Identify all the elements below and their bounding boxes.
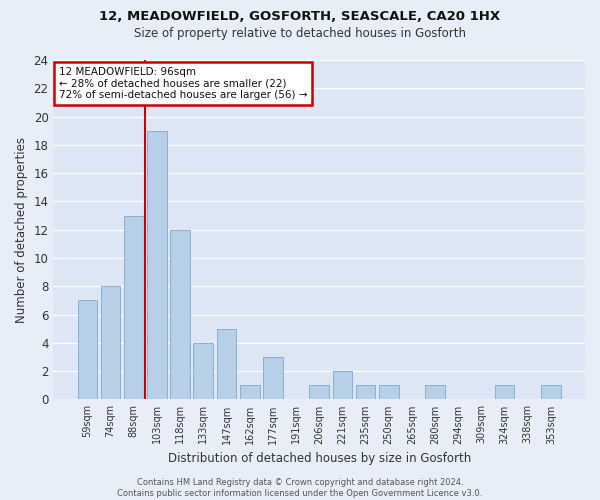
Bar — [217, 328, 236, 400]
Text: 12, MEADOWFIELD, GOSFORTH, SEASCALE, CA20 1HX: 12, MEADOWFIELD, GOSFORTH, SEASCALE, CA2… — [100, 10, 500, 23]
Text: 12 MEADOWFIELD: 96sqm
← 28% of detached houses are smaller (22)
72% of semi-deta: 12 MEADOWFIELD: 96sqm ← 28% of detached … — [59, 67, 307, 100]
Bar — [356, 386, 376, 400]
Bar — [332, 371, 352, 400]
Y-axis label: Number of detached properties: Number of detached properties — [15, 136, 28, 322]
X-axis label: Distribution of detached houses by size in Gosforth: Distribution of detached houses by size … — [167, 452, 471, 465]
Bar — [495, 386, 514, 400]
Bar — [147, 130, 167, 400]
Bar — [77, 300, 97, 400]
Bar — [310, 386, 329, 400]
Bar — [425, 386, 445, 400]
Text: Contains HM Land Registry data © Crown copyright and database right 2024.
Contai: Contains HM Land Registry data © Crown c… — [118, 478, 482, 498]
Bar — [541, 386, 561, 400]
Bar — [124, 216, 143, 400]
Bar — [379, 386, 398, 400]
Bar — [240, 386, 260, 400]
Text: Size of property relative to detached houses in Gosforth: Size of property relative to detached ho… — [134, 28, 466, 40]
Bar — [101, 286, 121, 400]
Bar — [263, 357, 283, 400]
Bar — [170, 230, 190, 400]
Bar — [193, 343, 213, 400]
